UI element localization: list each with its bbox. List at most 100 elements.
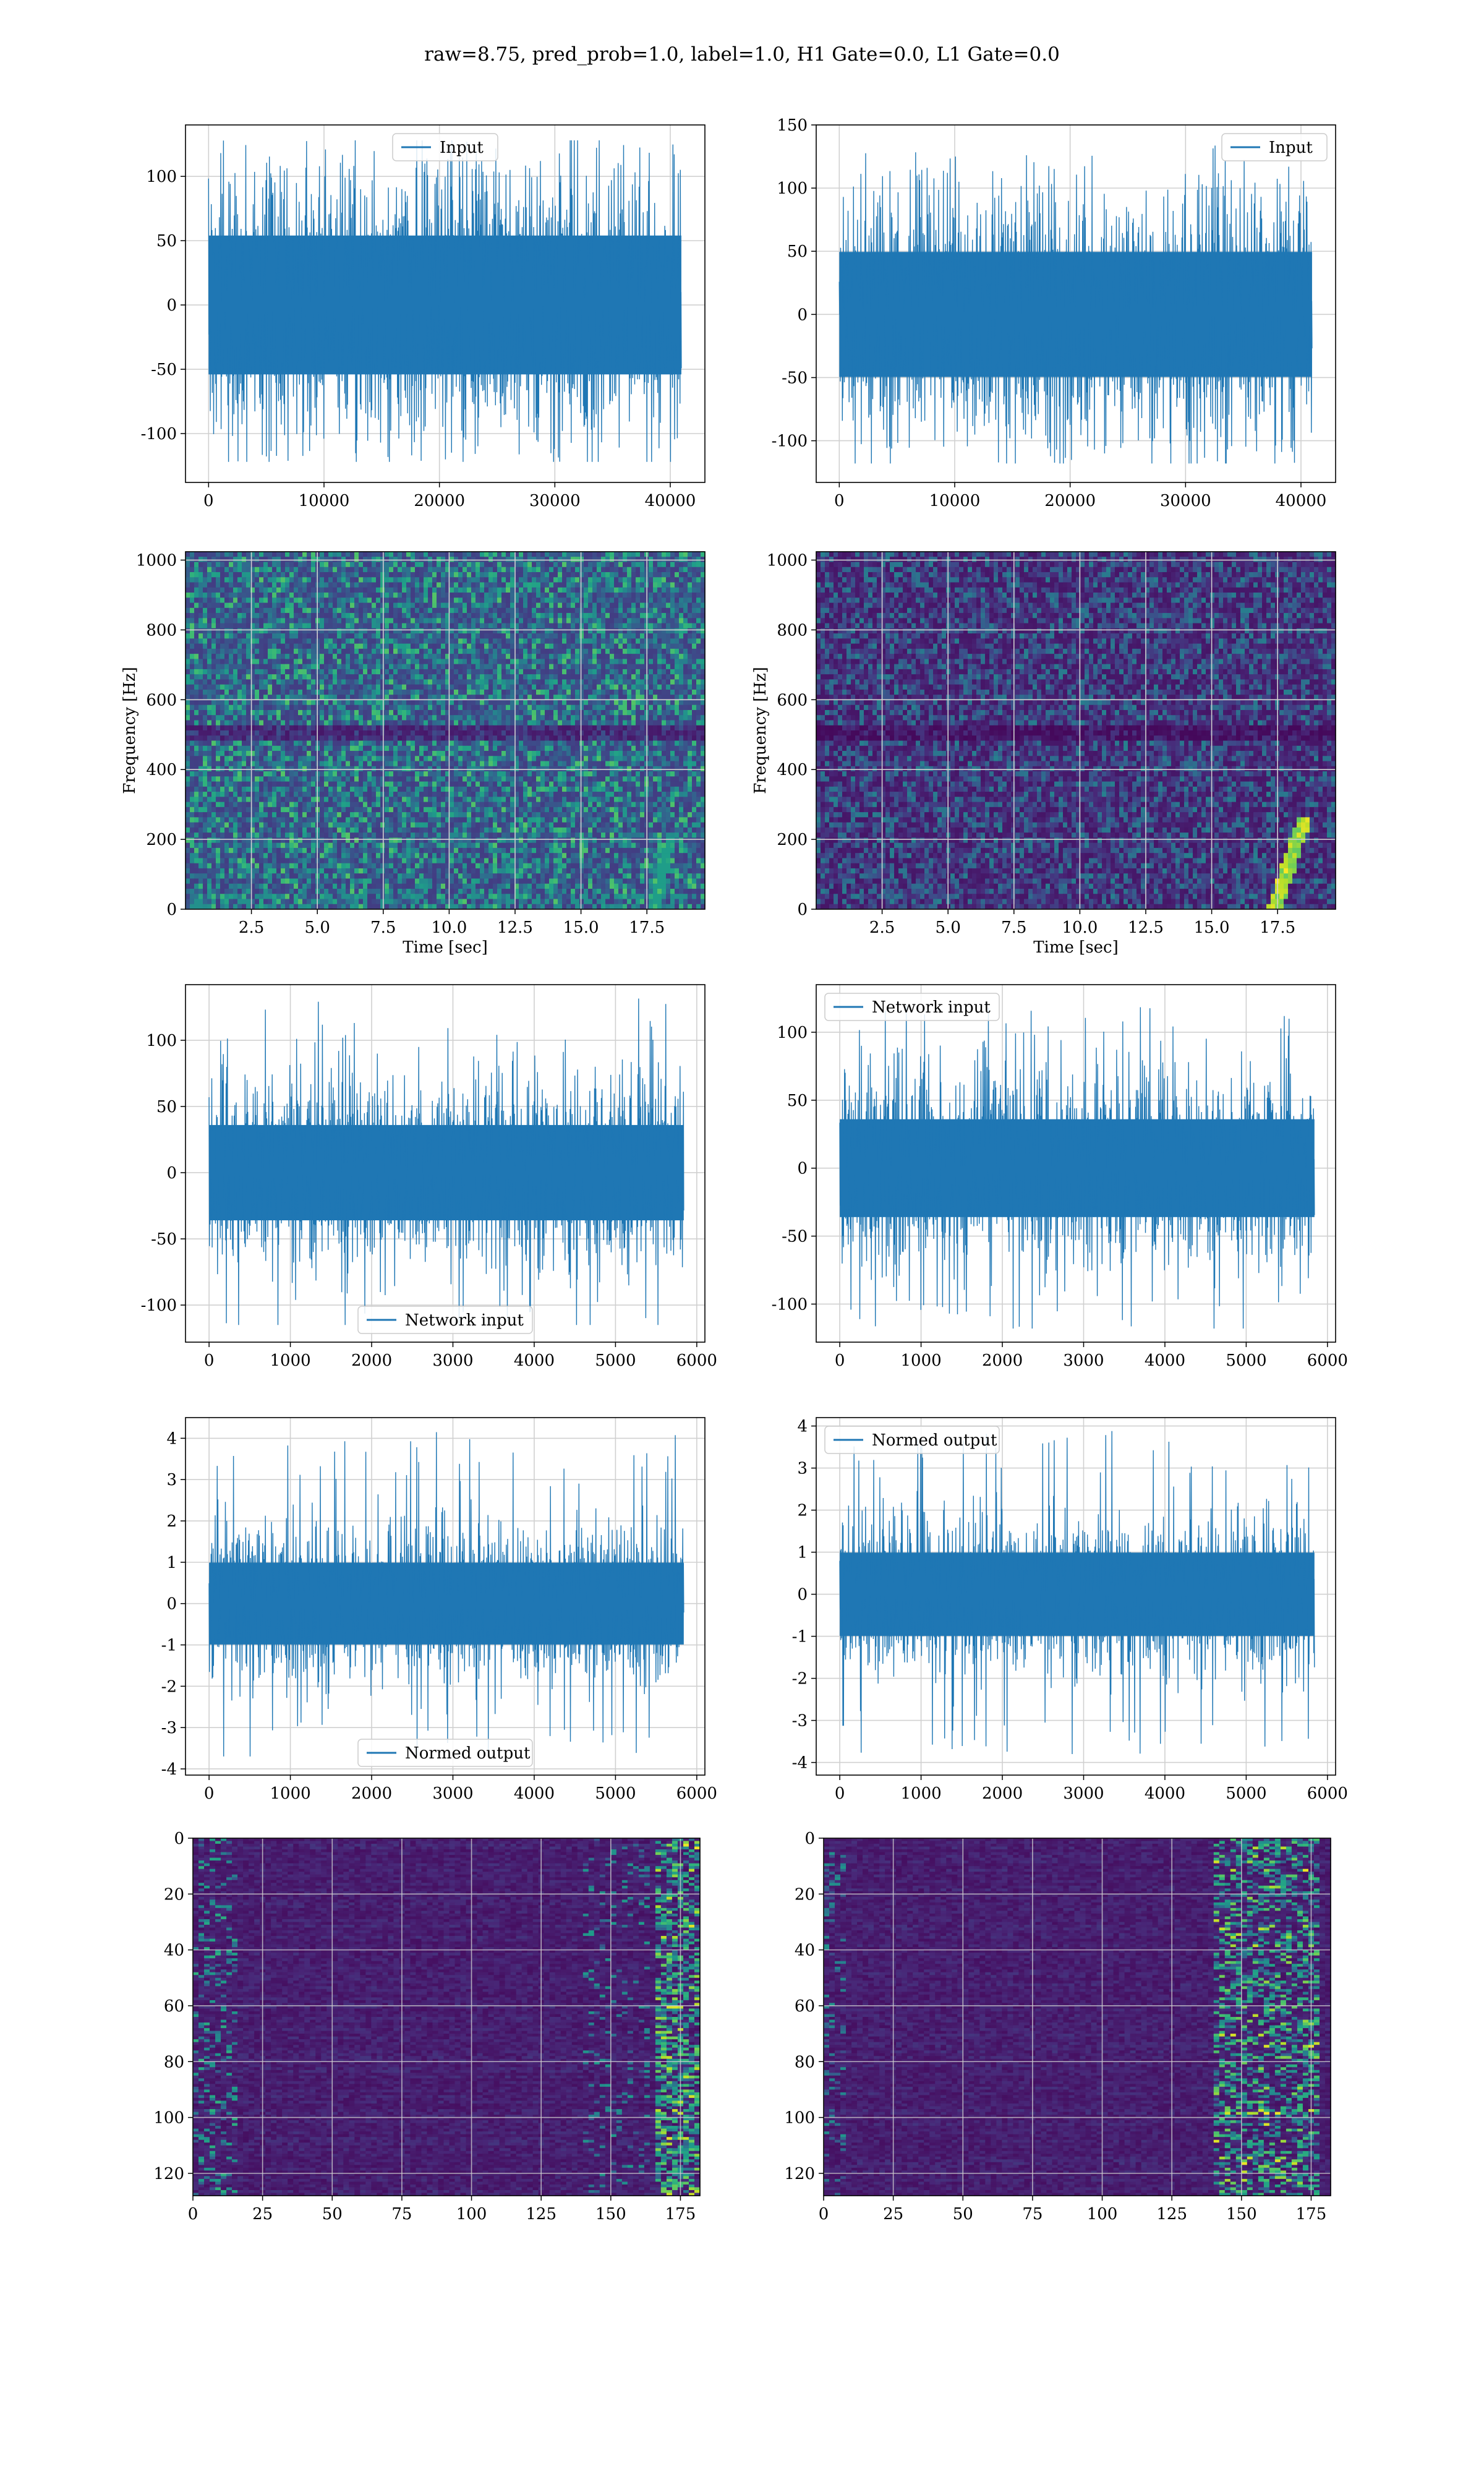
legend-box	[357, 1306, 533, 1334]
y-tick-label: -50	[782, 369, 808, 387]
x-tick-label: 2000	[982, 1351, 1023, 1370]
y-tick-label: 20	[164, 1885, 184, 1904]
x-tick-label: 10000	[299, 492, 350, 510]
y-tick-label: 200	[146, 831, 177, 849]
x-tick-label: 7.5	[370, 918, 396, 937]
y-tick-label: 40	[795, 1941, 815, 1960]
y-tick-label: 3	[166, 1471, 177, 1489]
figure-title: raw=8.75, pred_prob=1.0, label=1.0, H1 G…	[0, 43, 1484, 66]
x-tick-label: 3000	[1063, 1351, 1104, 1370]
x-tick-label: 1000	[900, 1784, 941, 1803]
y-tick-label: 150	[777, 116, 808, 135]
y-tick-label: 100	[784, 2109, 815, 2128]
h1-feature-map-chart: 0 25 50 75 100 125 150 175 0 20 40 60 80 100 120	[153, 1830, 701, 2224]
signal-trace	[208, 998, 684, 1325]
axes-frame	[185, 984, 706, 1343]
x-tick-label: 40000	[645, 492, 696, 510]
y-tick-label: 100	[777, 179, 808, 198]
h1-normed-output-chart: 0 1000 2000 3000 4000 5000 6000 -4 -3 -2 -1 0 1 2 3 4 No…	[161, 1417, 717, 1803]
x-tick-label: 15.0	[1194, 918, 1230, 937]
y-tick-label: -50	[151, 361, 177, 379]
x-tick-label: 50	[322, 2205, 343, 2224]
y-tick-label: 120	[784, 2165, 815, 2183]
x-tick-label: 2000	[351, 1351, 392, 1370]
x-tick-label: 0	[819, 2205, 829, 2224]
y-tick-label: 100	[146, 168, 177, 186]
legend-label: Network input	[872, 998, 991, 1017]
x-tick-label: 1000	[900, 1351, 941, 1370]
x-tick-label: 75	[391, 2205, 412, 2224]
x-axis-label: Time [sec]	[403, 938, 488, 957]
x-tick-label: 1000	[270, 1784, 310, 1803]
x-tick-label: 5000	[1226, 1784, 1266, 1803]
y-tick-label: -1	[792, 1628, 808, 1646]
y-tick-label: 4	[166, 1429, 177, 1448]
x-tick-label: 5000	[595, 1351, 636, 1370]
y-tick-label: 60	[164, 1997, 184, 2016]
axes-frame	[185, 1417, 706, 1776]
y-tick-label: 200	[777, 831, 808, 849]
axes-frame	[823, 1838, 1331, 2196]
x-tick-label: 6000	[1307, 1351, 1348, 1370]
y-tick-label: 1000	[767, 552, 808, 570]
legend: Input	[1221, 133, 1328, 161]
y-tick-label: 20	[795, 1885, 815, 1904]
signal-trace	[208, 1432, 684, 1757]
y-tick-label: 1	[166, 1554, 177, 1572]
y-tick-label: 0	[166, 1164, 177, 1183]
x-tick-label: 10000	[929, 492, 981, 510]
y-tick-label: 2	[797, 1502, 808, 1520]
y-tick-label: -50	[151, 1230, 177, 1249]
legend: Input	[392, 133, 498, 161]
x-tick-label: 17.5	[629, 918, 665, 937]
y-tick-label: -4	[161, 1760, 177, 1779]
x-tick-label: 4000	[514, 1784, 555, 1803]
y-tick-label: 3	[797, 1460, 808, 1478]
y-tick-label: 400	[146, 761, 177, 779]
l1-normed-output-chart: 0 1000 2000 3000 4000 5000 6000 -4 -3 -2 -1 0 1 2 3 4 No…	[792, 1417, 1348, 1803]
signal-trace	[208, 140, 682, 462]
axes-frame	[816, 124, 1336, 483]
x-tick-label: 4000	[1145, 1351, 1185, 1370]
x-tick-label: 25	[252, 2205, 273, 2224]
x-tick-label: 4000	[1145, 1784, 1185, 1803]
legend: Network input	[357, 1306, 533, 1334]
y-tick-label: 2	[166, 1512, 177, 1531]
x-tick-label: 5000	[1226, 1351, 1266, 1370]
axes-frame	[816, 1417, 1336, 1776]
signal-trace	[838, 145, 1313, 464]
x-tick-label: 20000	[1044, 492, 1096, 510]
x-tick-label: 17.5	[1260, 918, 1295, 937]
x-tick-label: 30000	[529, 492, 581, 510]
y-tick-label: -50	[782, 1228, 808, 1246]
x-tick-label: 175	[665, 2205, 696, 2224]
y-tick-label: 0	[174, 1830, 184, 1848]
h1-input-chart: 0 10000 20000 30000 40000 -100 -50 0 50 100 Input	[141, 124, 706, 510]
legend-label: Normed output	[872, 1431, 997, 1450]
x-tick-label: 12.5	[1128, 918, 1164, 937]
y-tick-label: -3	[161, 1719, 177, 1737]
legend-box	[824, 1426, 1000, 1454]
y-tick-label: 0	[166, 1595, 177, 1614]
x-tick-label: 25	[883, 2205, 903, 2224]
y-tick-label: 1	[797, 1544, 808, 1562]
y-tick-label: 120	[153, 2165, 184, 2183]
x-tick-label: 100	[456, 2205, 487, 2224]
y-tick-label: 100	[777, 1024, 808, 1042]
y-tick-label: 4	[797, 1418, 808, 1436]
spectrogram-cells	[186, 552, 706, 910]
x-tick-label: 150	[595, 2205, 626, 2224]
x-tick-label: 7.5	[1001, 918, 1026, 937]
x-tick-label: 0	[188, 2205, 198, 2224]
y-tick-label: 0	[166, 901, 177, 919]
feature-map-cells	[824, 1838, 1331, 2196]
y-tick-label: 80	[795, 2053, 815, 2071]
x-tick-label: 6000	[676, 1784, 717, 1803]
legend-box	[1221, 133, 1328, 161]
legend: Normed output	[357, 1739, 533, 1767]
legend-box	[357, 1739, 533, 1767]
y-tick-label: 50	[787, 1092, 808, 1110]
y-tick-label: 0	[797, 306, 808, 324]
signal-trace	[839, 1005, 1315, 1329]
y-tick-label: 100	[146, 1032, 177, 1050]
